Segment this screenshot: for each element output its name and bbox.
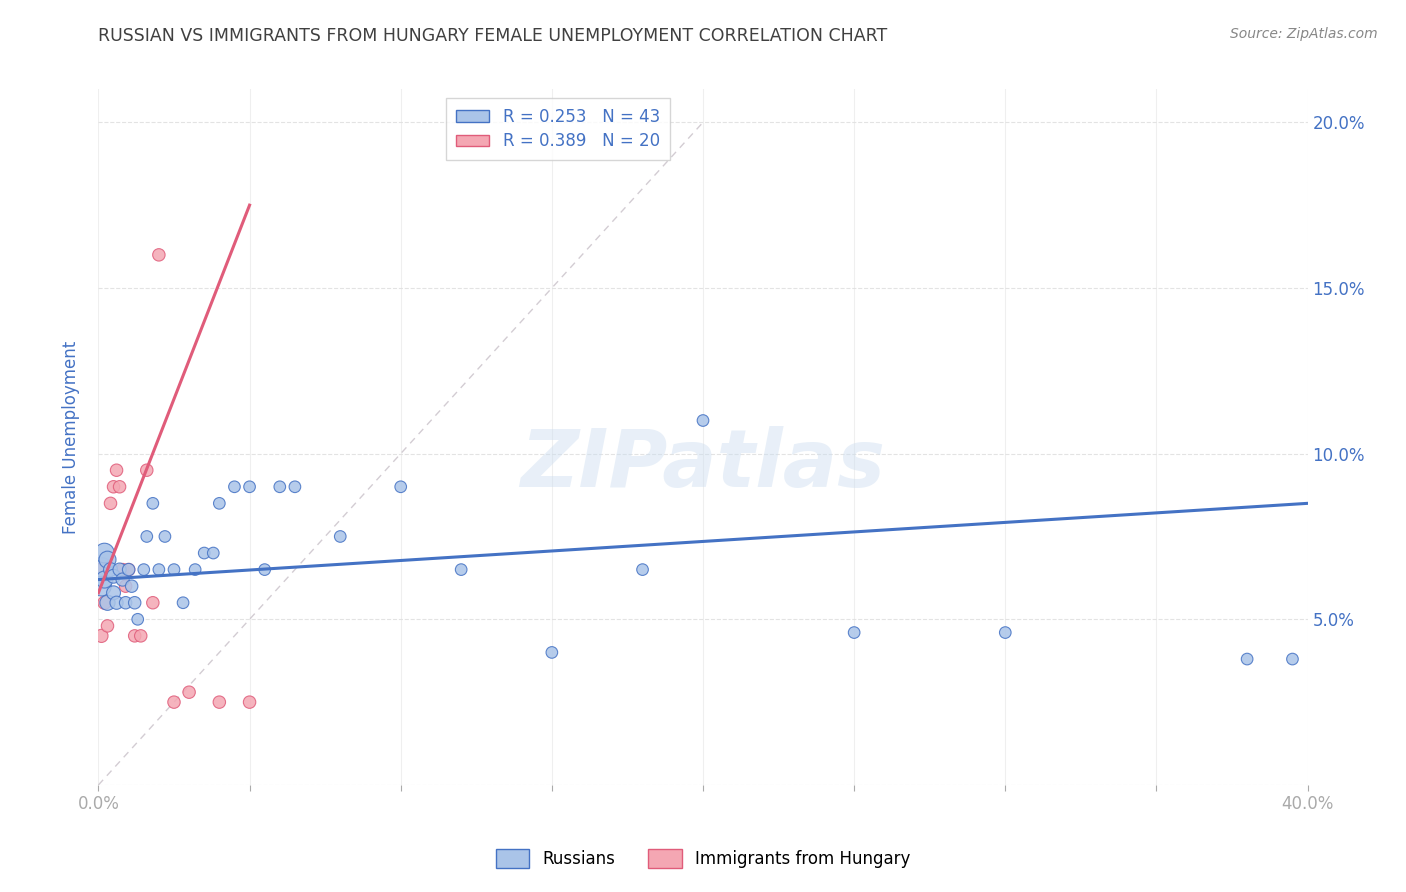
Point (844, 625, 866, 640)
Point (389, 480, 412, 494)
Point (329, 529, 352, 543)
Point (224, 480, 246, 494)
Point (118, 563, 141, 577)
Point (153, 529, 176, 543)
Point (90, 563, 112, 577)
Point (1281, 652, 1303, 666)
Text: Source: ZipAtlas.com: Source: ZipAtlas.com (1230, 27, 1378, 41)
Point (103, 569, 125, 583)
Point (163, 563, 186, 577)
Point (103, 480, 125, 494)
Point (111, 573, 134, 587)
Legend: R = 0.253   N = 43, R = 0.389   N = 20: R = 0.253 N = 43, R = 0.389 N = 20 (446, 97, 669, 161)
Point (100, 496, 122, 510)
Point (253, 563, 276, 577)
Point (127, 612, 149, 626)
Point (450, 563, 472, 577)
Point (132, 563, 155, 577)
Point (93, 596, 115, 610)
Point (105, 463, 128, 477)
Point (103, 586, 125, 600)
Point (179, 685, 201, 699)
Point (1236, 652, 1258, 666)
Point (96, 619, 118, 633)
Point (114, 596, 136, 610)
Point (90, 579, 112, 593)
Point (90, 629, 112, 643)
Point (121, 579, 143, 593)
Point (114, 579, 136, 593)
Point (90, 563, 112, 577)
Point (163, 695, 186, 709)
Text: RUSSIAN VS IMMIGRANTS FROM HUNGARY FEMALE UNEMPLOYMENT CORRELATION CHART: RUSSIAN VS IMMIGRANTS FROM HUNGARY FEMAL… (98, 27, 887, 45)
Point (93, 573, 115, 587)
Point (108, 480, 131, 494)
Point (239, 695, 262, 709)
Point (96, 552, 118, 566)
Point (269, 480, 291, 494)
Point (631, 563, 654, 577)
Legend: Russians, Immigrants from Hungary: Russians, Immigrants from Hungary (489, 842, 917, 875)
Point (111, 563, 134, 577)
Point (193, 546, 215, 560)
Point (208, 695, 231, 709)
Point (284, 480, 307, 494)
Point (124, 629, 146, 643)
Point (172, 596, 194, 610)
Point (129, 629, 152, 643)
Point (239, 480, 262, 494)
Point (148, 248, 170, 262)
Point (148, 563, 170, 577)
Y-axis label: Female Unemployment: Female Unemployment (62, 341, 80, 533)
Point (184, 563, 207, 577)
Point (208, 496, 231, 510)
Point (994, 625, 1017, 640)
Point (124, 596, 146, 610)
Point (96, 596, 118, 610)
Point (142, 596, 165, 610)
Point (202, 546, 225, 560)
Point (108, 563, 131, 577)
Point (100, 563, 122, 577)
Point (692, 413, 714, 427)
Point (135, 529, 157, 543)
Point (105, 596, 128, 610)
Text: ZIPatlas: ZIPatlas (520, 425, 886, 504)
Point (135, 463, 157, 477)
Point (93, 546, 115, 560)
Point (118, 563, 141, 577)
Point (540, 645, 562, 659)
Point (142, 496, 165, 510)
